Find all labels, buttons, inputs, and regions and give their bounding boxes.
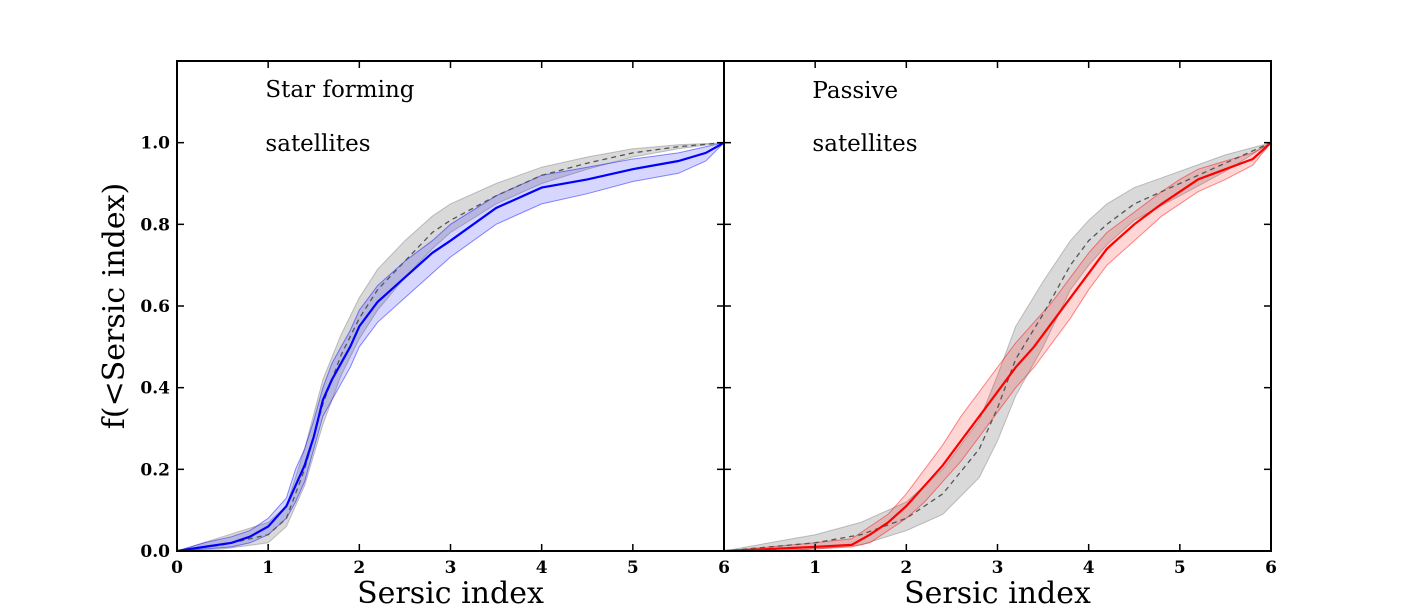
left-y-tick-label: 0.4 (140, 379, 170, 399)
right-x-tick-label: 5 (1174, 558, 1186, 578)
left-x-tick-label: 6 (718, 558, 730, 578)
left-axes-frame (176, 60, 725, 552)
left-x-tick-label: 1 (262, 558, 274, 578)
right-annotation-line: Passive (812, 78, 898, 104)
right-main-line (724, 141, 1271, 551)
left-x-tick-label: 0 (171, 558, 183, 578)
right-main-band (724, 142, 1271, 551)
left-main-line (177, 141, 724, 551)
right-x-axis-title: Sersic index (904, 576, 1091, 611)
left-x-tick-label: 3 (445, 558, 457, 578)
left-x-axis-title: Sersic index (357, 576, 544, 611)
left-x-tick-label: 4 (536, 558, 548, 578)
left-y-tick-label: 0.6 (140, 297, 170, 317)
left-reference-band (177, 142, 724, 551)
left-y-tick-label: 0.8 (140, 215, 170, 235)
left-main-band (177, 142, 724, 551)
left-x-tick-label: 2 (353, 558, 365, 578)
right-reference-line (724, 142, 1271, 551)
left-plot-area (177, 141, 724, 551)
right-axes-frame (723, 60, 1272, 552)
right-x-tick-label: 2 (900, 558, 912, 578)
right-plot-area (724, 141, 1271, 551)
left-y-tick-label: 0.2 (140, 460, 170, 480)
y-axis-title: f(<Sersic index) (97, 183, 132, 429)
right-x-tick-label: 3 (992, 558, 1004, 578)
right-reference-band (724, 142, 1271, 551)
left-annotation-line: Star forming (265, 77, 414, 103)
right-x-tick-label: 1 (809, 558, 821, 578)
left-annotation-line: satellites (265, 131, 370, 157)
left-y-tick-label: 1.0 (140, 134, 170, 154)
right-x-tick-label: 4 (1083, 558, 1095, 578)
right-x-tick-label: 6 (1265, 558, 1277, 578)
left-y-tick-label: 0.0 (140, 542, 170, 562)
panels: 0 1 2 3 4 5 6 0.0 0.2 0.4 0.6 0.8 1.0 Sersic index Sta… (140, 60, 1277, 611)
right-annotation-line: satellites (812, 131, 917, 157)
right-panel: 1 2 3 4 5 6 Sersic index Passive satellites (723, 60, 1277, 611)
left-panel: 0 1 2 3 4 5 6 0.0 0.2 0.4 0.6 0.8 1.0 Sersic index Sta… (140, 60, 730, 611)
left-reference-line (177, 142, 724, 551)
left-x-tick-label: 5 (627, 558, 639, 578)
